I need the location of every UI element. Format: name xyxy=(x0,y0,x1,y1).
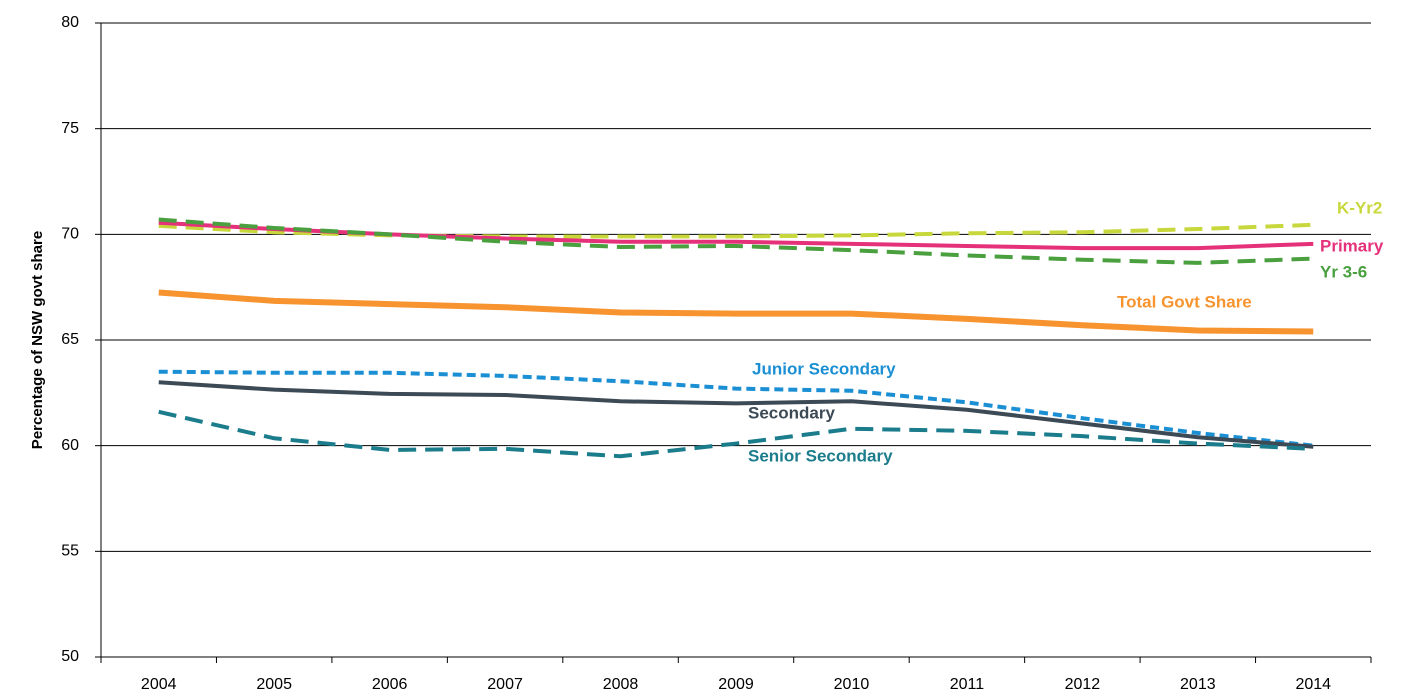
y-tick-label: 70 xyxy=(61,226,79,243)
x-tick-label: 2008 xyxy=(603,676,639,693)
y-axis-title: Percentage of NSW govt share xyxy=(29,231,46,449)
series-label: K-Yr2 xyxy=(1337,198,1382,217)
x-tick-label: 2007 xyxy=(487,676,523,693)
y-tick-label: 50 xyxy=(61,648,79,665)
series-label: Yr 3-6 xyxy=(1320,262,1367,281)
x-tick-label: 2014 xyxy=(1295,676,1331,693)
y-tick-label: 75 xyxy=(61,120,79,137)
x-tick-label: 2010 xyxy=(834,676,870,693)
series-line xyxy=(158,380,1314,449)
x-tick-label: 2006 xyxy=(372,676,408,693)
x-tick-label: 2011 xyxy=(950,676,985,693)
y-tick-label: 65 xyxy=(61,331,79,348)
x-tick-label: 2012 xyxy=(1065,676,1101,693)
y-tick-label: 80 xyxy=(61,14,79,31)
series-line xyxy=(158,409,1314,459)
x-tick-label: 2005 xyxy=(256,676,292,693)
x-tick-label: 2013 xyxy=(1180,676,1216,693)
series-line xyxy=(158,289,1314,335)
series-line xyxy=(158,369,1314,448)
x-tick-label: 2009 xyxy=(718,676,754,693)
series-label: Total Govt Share xyxy=(1117,292,1252,311)
series-label: Junior Secondary xyxy=(752,359,896,378)
series-label: Senior Secondary xyxy=(748,446,893,465)
series-label: Secondary xyxy=(748,403,835,422)
x-tick-label: 2004 xyxy=(141,676,177,693)
series-label: Primary xyxy=(1320,236,1384,255)
series-line xyxy=(158,217,1314,265)
y-tick-label: 60 xyxy=(61,437,79,454)
y-tick-label: 55 xyxy=(61,543,79,560)
